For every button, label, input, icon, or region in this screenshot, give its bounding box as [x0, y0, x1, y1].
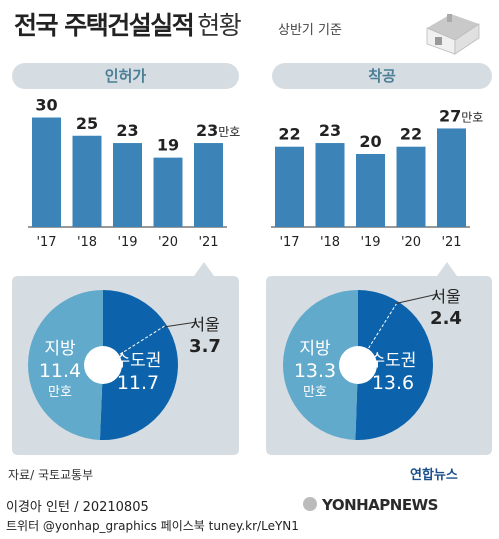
chart-title: 전국 주택건설실적 현황: [14, 6, 242, 42]
start-bar: [315, 143, 345, 227]
credit-line-2: 트위터 @yonhap_graphics 페이스북 tuney.kr/LeYN1: [6, 519, 299, 533]
start-pie-slice-local: [282, 290, 358, 440]
start-pill: 착공: [272, 63, 492, 89]
start-seoul-value: 2.4: [430, 308, 462, 329]
source-note: 자료/ 국토교통부: [8, 468, 94, 482]
permit-value-label: 30: [35, 96, 57, 115]
start-tick-label: '20: [401, 235, 421, 250]
permit-bar: [72, 135, 102, 227]
permit-value-label: 23: [116, 121, 138, 140]
start-pie-hole: [339, 346, 377, 384]
permit-value-label: 23만호: [196, 121, 240, 140]
start-local-value: 13.3: [294, 360, 336, 382]
start-pie-slice-capital: [355, 290, 433, 440]
permit-tick-label: '21: [198, 235, 218, 250]
permit-bar: [32, 117, 61, 227]
watermark-circle-icon: [303, 497, 317, 511]
permit-pill: 인허가: [12, 63, 239, 89]
start-seoul-leader: [395, 293, 439, 304]
permit-pie-slice-capital: [99, 290, 178, 440]
permit-value-label: 25: [76, 114, 98, 133]
start-capital-name: 수도권: [370, 351, 417, 371]
permit-tick-label: '19: [117, 235, 137, 250]
start-bar: [356, 154, 385, 227]
permit-bar-chart: 30 '17 25 '18 23 '19 19 '20 23만호 '21: [28, 96, 240, 250]
permit-local-value: 11.4: [39, 360, 81, 382]
start-capital-value: 13.6: [372, 372, 414, 394]
title-suffix: 현황: [197, 11, 242, 40]
permit-tick-label: '17: [36, 235, 56, 250]
start-bar-chart: 22 '17 23 '18 20 '19 22 '20 27만호 '21: [271, 106, 483, 250]
house-icon: [426, 14, 480, 55]
start-tick-label: '18: [320, 235, 340, 250]
start-bar: [396, 146, 426, 227]
permit-pie-hole: [84, 346, 122, 384]
permit-capital-value: 11.7: [117, 372, 159, 394]
permit-unit-label: 만호: [218, 125, 240, 139]
permit-local-name: 지방: [44, 339, 76, 359]
permit-bar: [153, 157, 183, 227]
permit-tick-label: '18: [77, 235, 97, 250]
basis-note: 상반기 기준: [278, 23, 342, 38]
permit-seoul-leader: [164, 321, 198, 328]
start-bar: [437, 128, 466, 227]
start-value-label: 27만호: [439, 106, 483, 125]
start-value-label: 22: [400, 125, 422, 144]
yonhap-logo: 연합뉴스: [410, 468, 458, 483]
start-local-name: 지방: [299, 339, 331, 359]
title-main: 전국 주택건설실적: [14, 11, 195, 40]
permit-capital-name: 수도권: [115, 351, 162, 371]
start-value-label: 23: [319, 121, 341, 140]
permit-tick-label: '20: [158, 235, 178, 250]
permit-bar: [113, 143, 142, 227]
start-seoul-name: 서울: [431, 287, 460, 306]
permit-bar: [194, 143, 223, 227]
permit-seoul-value: 3.7: [189, 336, 221, 357]
credit-line-1: 이경아 인턴 / 20210805: [6, 500, 149, 515]
start-value-label: 22: [278, 125, 300, 144]
start-tick-label: '19: [360, 235, 380, 250]
watermark: YONHAPNEWS: [322, 496, 438, 514]
start-value-label: 20: [359, 132, 381, 151]
permit-seoul-name: 서울: [190, 315, 219, 334]
start-bar: [275, 146, 304, 227]
permit-value-label: 19: [157, 136, 179, 155]
permit-pie-slice-local: [27, 290, 103, 440]
start-unit-label: 만호: [461, 110, 483, 124]
start-tick-label: '21: [441, 235, 461, 250]
start-tick-label: '17: [279, 235, 299, 250]
permit-local-unit: 만호: [48, 385, 72, 400]
start-local-unit: 만호: [303, 385, 327, 400]
